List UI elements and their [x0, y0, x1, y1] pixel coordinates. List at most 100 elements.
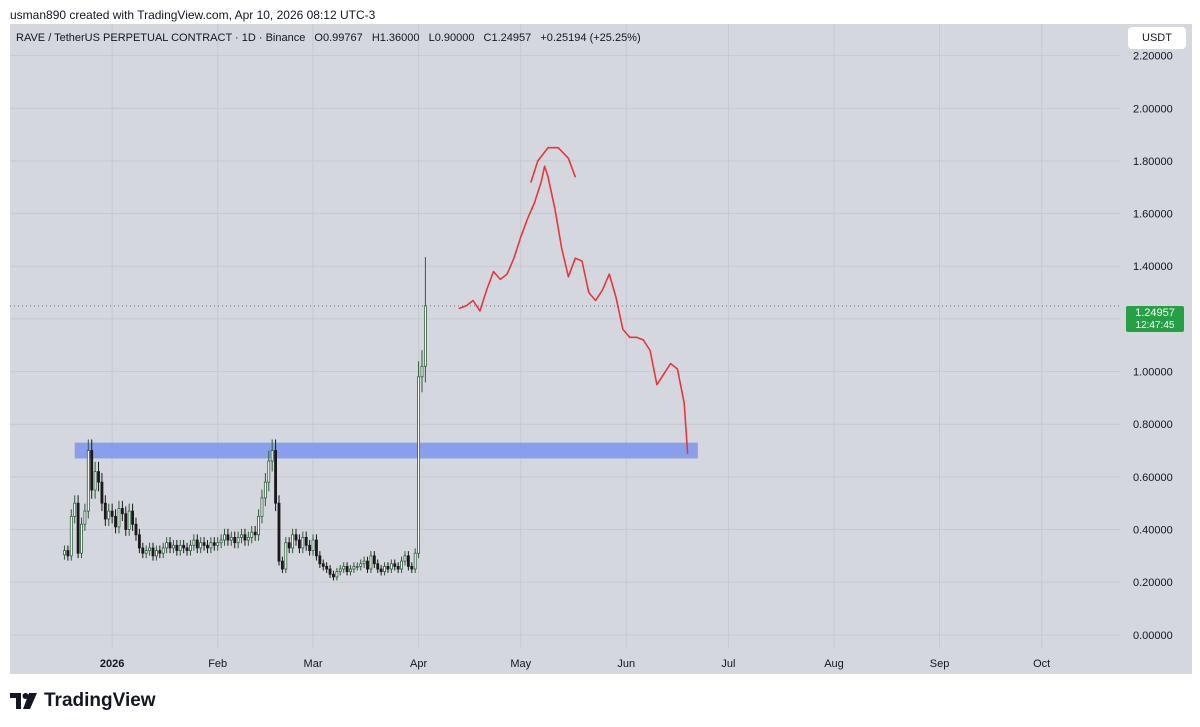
candle — [114, 515, 117, 528]
x-tick-label: Aug — [824, 658, 844, 670]
candle — [284, 542, 288, 570]
candle — [151, 547, 155, 557]
candle — [243, 534, 247, 541]
candle — [165, 542, 169, 549]
candle — [420, 365, 424, 378]
candle — [124, 513, 128, 530]
candle — [73, 502, 77, 517]
candle — [97, 471, 100, 483]
symbol-legend: RAVE / TetherUS PERPETUAL CONTRACT · 1D … — [16, 32, 647, 44]
candle — [233, 537, 237, 544]
currency-button[interactable]: USDT — [1128, 27, 1186, 49]
candle — [304, 537, 308, 546]
x-tick-label: Oct — [1033, 658, 1050, 670]
y-tick-label: 0.40000 — [1133, 525, 1173, 537]
price-axis[interactable] — [1120, 24, 1192, 674]
x-tick-label: Jul — [721, 658, 735, 670]
candle — [209, 542, 213, 549]
candle — [141, 547, 145, 554]
candle — [369, 555, 373, 570]
candle — [366, 560, 369, 570]
projection-path — [458, 165, 689, 454]
x-tick-label: Apr — [410, 658, 427, 670]
candle — [66, 550, 70, 557]
candle — [413, 552, 417, 570]
candle — [257, 515, 260, 536]
resistance-zone — [74, 442, 698, 459]
candle — [321, 563, 325, 567]
y-tick-label: 0.20000 — [1133, 577, 1173, 589]
candle — [386, 565, 390, 570]
tradingview-logo-icon — [10, 693, 37, 709]
candle — [372, 555, 376, 565]
candle — [93, 471, 97, 491]
candle — [202, 542, 206, 546]
x-tick-label: May — [510, 658, 531, 670]
candle — [117, 508, 121, 528]
last-price-tag: 1.24957 12:47:45 — [1126, 306, 1184, 332]
candle — [168, 542, 172, 549]
candle — [86, 450, 90, 512]
y-tick-label: 1.00000 — [1133, 367, 1173, 379]
candle — [318, 555, 322, 565]
candle — [253, 531, 257, 536]
candle — [355, 565, 359, 568]
bar-countdown: 12:47:45 — [1135, 320, 1175, 331]
y-tick-label: 1.60000 — [1133, 209, 1173, 221]
candle — [178, 544, 182, 551]
candle — [362, 560, 366, 565]
tradingview-logo[interactable]: TradingView — [10, 690, 156, 712]
candle — [328, 568, 332, 575]
candle — [229, 537, 233, 541]
y-tick-label: 0.60000 — [1133, 472, 1173, 484]
y-tick-label: 0.80000 — [1133, 419, 1173, 431]
author-credit: usman890 created with TradingView.com, A… — [10, 8, 376, 22]
candle — [332, 573, 335, 578]
candle — [250, 531, 254, 538]
candle — [240, 534, 243, 538]
tradingview-logo-text: TradingView — [44, 690, 156, 711]
ohlc-low: L0.90000 — [428, 32, 475, 44]
candle — [195, 539, 199, 549]
candle — [389, 563, 393, 570]
x-tick-label: Feb — [208, 658, 227, 670]
candle — [107, 510, 111, 520]
candle — [274, 450, 278, 504]
candle — [144, 550, 148, 554]
x-tick-label: Jun — [617, 658, 635, 670]
candle — [90, 450, 94, 491]
candle — [206, 544, 209, 549]
candle — [417, 376, 421, 554]
y-tick-label: 2.20000 — [1133, 51, 1173, 63]
candle — [216, 542, 220, 546]
candle — [301, 537, 305, 549]
y-tick-label: 1.80000 — [1133, 156, 1173, 168]
candle — [406, 555, 410, 567]
candle — [260, 497, 264, 517]
ohlc-change: +0.25194 (+25.25%) — [540, 32, 641, 44]
candle — [338, 568, 342, 573]
candle — [110, 510, 114, 517]
candle — [308, 544, 312, 551]
candle — [291, 534, 295, 549]
candle — [263, 481, 267, 499]
candle — [100, 481, 104, 504]
chart-pane[interactable] — [10, 24, 1120, 674]
candle — [352, 565, 356, 570]
candle — [189, 544, 192, 551]
candle — [185, 547, 189, 551]
ohlc-open: O0.99767 — [314, 32, 363, 44]
candle — [270, 450, 274, 462]
candle — [161, 547, 165, 554]
candle — [182, 544, 186, 549]
candle — [154, 550, 158, 557]
candle — [192, 539, 196, 546]
candle — [267, 460, 271, 483]
candle — [294, 534, 298, 541]
candle — [137, 534, 141, 549]
candle — [342, 565, 346, 570]
candle — [393, 563, 397, 567]
candle — [280, 560, 284, 570]
candle — [212, 542, 216, 546]
